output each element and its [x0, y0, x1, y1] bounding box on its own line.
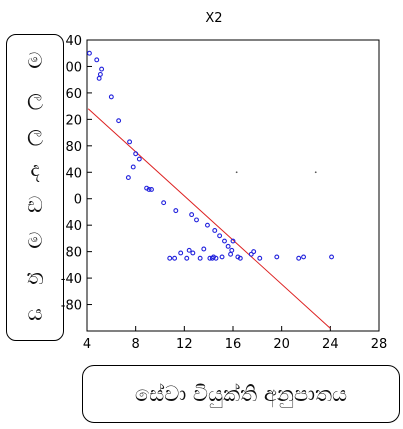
y-axis-label-char: ඩ: [27, 193, 43, 217]
y-axis-label-char: ද: [30, 157, 40, 181]
y-tick-label: 0: [74, 193, 82, 208]
data-point: [225, 243, 231, 249]
data-point: [146, 187, 152, 192]
data-point: [99, 66, 105, 72]
data-point: [136, 156, 142, 162]
data-point: [205, 222, 210, 228]
y-tick-label: 40: [65, 34, 82, 49]
data-point: [257, 255, 263, 261]
data-point: [329, 254, 334, 260]
data-point: [127, 139, 133, 145]
data-point: [274, 254, 280, 260]
x-tick-label: 28: [371, 337, 388, 352]
data-point: [130, 164, 136, 170]
data-point: [184, 255, 190, 261]
fit-line-layer: [87, 108, 331, 329]
data-point: [201, 246, 207, 252]
data-point: [219, 254, 225, 260]
y-tick-label: 80: [65, 246, 82, 261]
y-axis-label-char: ත: [26, 265, 44, 289]
data-point: [197, 255, 203, 261]
data-point: [251, 249, 257, 255]
data-point: [248, 251, 254, 257]
data-point: [212, 228, 218, 233]
stray-point: [235, 171, 238, 174]
data-point: [209, 255, 215, 261]
x-tick-label: 4: [83, 337, 91, 352]
data-point: [133, 151, 139, 157]
points-layer: [86, 50, 334, 261]
y-tick-label: 60: [65, 87, 82, 102]
data-point: [190, 250, 196, 256]
data-point: [230, 238, 236, 244]
y-axis-label-char: ම: [27, 49, 43, 73]
x-tick-label: 8: [132, 337, 140, 352]
data-point: [149, 187, 154, 192]
x-axis-label-box: සේවා වියුක්ති අනුපාතය: [82, 365, 400, 423]
data-point: [228, 251, 234, 257]
data-point: [108, 94, 114, 100]
data-point: [178, 250, 184, 256]
data-point: [96, 75, 102, 81]
data-point: [125, 175, 131, 181]
data-point: [217, 233, 223, 239]
data-point: [167, 255, 173, 261]
data-point: [97, 71, 103, 77]
data-point: [86, 50, 92, 56]
data-point: [237, 255, 243, 261]
data-point: [186, 247, 192, 253]
data-point: [161, 200, 167, 206]
data-point: [94, 57, 100, 63]
x-tick-label: 16: [225, 337, 242, 352]
y-tick-label: 00: [65, 60, 82, 75]
y-tick-label: -80: [61, 299, 82, 314]
y-axis-label-char: ය: [27, 301, 43, 325]
data-point: [222, 238, 227, 244]
data-point: [172, 255, 178, 261]
y-tick-label: 40: [65, 166, 82, 181]
data-point: [301, 254, 307, 260]
data-point: [296, 255, 302, 261]
y-axis-label-char: ල: [26, 121, 44, 145]
x-axis-label: සේවා වියුක්ති අනුපාතය: [134, 381, 348, 406]
y-tick-label: -40: [61, 272, 82, 287]
data-point: [116, 118, 122, 124]
axis-ticks: 4 8 12 16 20 24 28 40 00 60 20 80 40 0 40 80 -40 -80: [61, 34, 388, 352]
data-point: [194, 217, 199, 223]
plot-frame: [86, 39, 380, 332]
data-point: [229, 247, 235, 253]
y-tick-label: 20: [65, 113, 82, 128]
stray-point: [314, 171, 317, 174]
data-point: [189, 212, 195, 218]
x-tick-label: 12: [176, 337, 193, 352]
x-tick-label: 20: [273, 337, 290, 352]
data-point: [173, 208, 179, 214]
y-tick-label: 40: [65, 219, 82, 234]
regression-line: [87, 108, 331, 329]
y-tick-label: 80: [65, 140, 82, 155]
chart-title: X2: [205, 11, 222, 26]
y-axis-label-char: ම: [27, 229, 43, 253]
x-tick-label: 24: [322, 337, 339, 352]
y-axis-label-char: ල: [26, 85, 44, 109]
